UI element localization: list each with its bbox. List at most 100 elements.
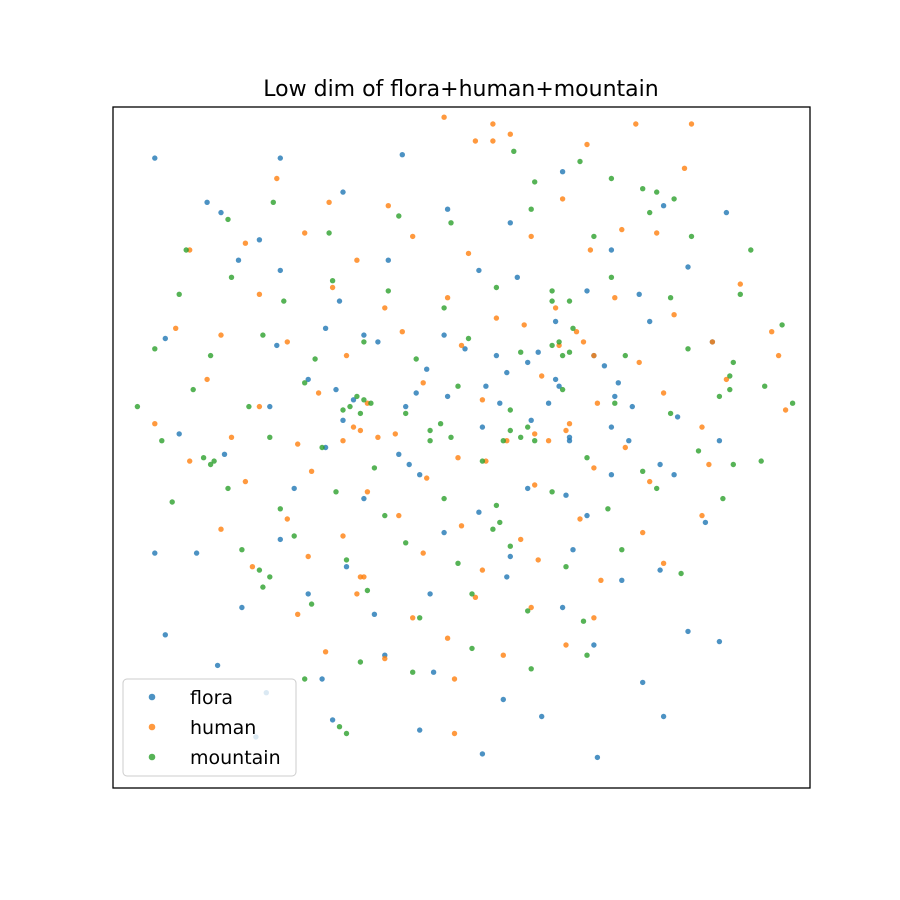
human-point: [580, 339, 587, 345]
mountain-point: [333, 489, 339, 495]
human-point: [204, 376, 210, 383]
flora-point: [176, 431, 182, 437]
mountain-point: [549, 489, 555, 495]
mountain-point: [584, 455, 590, 461]
human-point: [591, 465, 597, 471]
flora-point: [385, 257, 391, 263]
flora-point: [218, 209, 224, 216]
mountain-point: [748, 247, 754, 253]
flora-point: [629, 403, 635, 410]
human-point: [699, 512, 705, 519]
mountain-point: [183, 247, 189, 253]
mountain-point: [678, 570, 684, 577]
legend: flora human mountain: [122, 678, 297, 777]
mountain-point: [361, 397, 367, 403]
flora-point: [552, 318, 559, 325]
flora-point: [716, 638, 723, 645]
mountain-point: [720, 495, 726, 502]
mountain-point: [640, 468, 646, 474]
human-point: [528, 233, 534, 240]
flora-point: [500, 696, 506, 703]
mountain-point: [500, 438, 506, 444]
human-point: [382, 655, 388, 662]
mountain-point: [256, 567, 263, 573]
human-point: [399, 329, 405, 335]
mountain-point: [357, 659, 364, 665]
human-point: [539, 373, 545, 379]
mountain-point: [465, 335, 472, 342]
human-point: [305, 553, 311, 560]
mountain-point: [716, 393, 723, 400]
flora-point: [507, 553, 513, 560]
flora-point: [608, 424, 615, 430]
human-point: [396, 512, 402, 519]
mountain-point: [410, 669, 416, 675]
human-point: [340, 438, 346, 444]
mountain-point: [417, 615, 423, 621]
mountain-point: [354, 393, 360, 400]
mountain-point: [479, 458, 486, 464]
mountain-point: [277, 506, 283, 512]
mountain-point: [556, 339, 562, 345]
mountain-point: [671, 196, 677, 202]
human-point: [587, 247, 594, 253]
mountain-point: [260, 584, 266, 590]
flora-point: [556, 383, 562, 389]
flora-point: [535, 349, 541, 355]
legend-marker-flora: [148, 693, 156, 701]
mountain-point: [448, 434, 454, 440]
mountain-point: [385, 288, 391, 294]
human-point: [322, 649, 329, 655]
human-point: [552, 305, 559, 311]
human-point: [737, 281, 743, 287]
human-point: [228, 434, 235, 440]
flora-point: [636, 291, 642, 297]
human-point: [410, 233, 416, 240]
mountain-point: [591, 233, 597, 240]
flora-point: [424, 366, 430, 372]
mountain-point: [525, 608, 531, 614]
mountain-point: [267, 574, 273, 580]
flora-point: [267, 403, 273, 410]
mountain-point: [427, 438, 433, 444]
human-point: [295, 441, 301, 447]
human-point: [385, 203, 391, 209]
human-point: [654, 230, 660, 236]
mountain-point: [758, 458, 764, 464]
human-point: [274, 175, 280, 182]
human-point: [343, 352, 350, 359]
human-point: [329, 284, 336, 291]
mountain-point: [570, 325, 576, 331]
mountain-point: [176, 291, 182, 297]
flora-point: [671, 472, 677, 478]
flora-point: [350, 397, 357, 403]
mountain-point: [200, 455, 207, 461]
mountain-point: [528, 206, 534, 212]
flora-point: [277, 536, 283, 543]
mountain-point: [497, 519, 503, 526]
mountain-point: [559, 386, 566, 393]
flora-point: [361, 495, 367, 502]
mountain-point: [260, 332, 266, 338]
mountain-point: [441, 495, 447, 502]
flora-point: [584, 288, 590, 294]
human-point: [392, 431, 398, 437]
human-point: [340, 533, 346, 539]
mountain-point: [357, 410, 364, 417]
human-point: [472, 138, 479, 144]
flora-point: [507, 220, 513, 226]
flora-point: [584, 512, 590, 519]
mountain-point: [490, 526, 496, 532]
human-point: [594, 400, 601, 406]
flora-point: [563, 492, 569, 498]
human-point: [507, 131, 513, 137]
human-point: [458, 523, 465, 529]
flora-point: [214, 662, 221, 669]
human-point: [479, 397, 486, 403]
flora-point: [657, 461, 663, 468]
human-point: [256, 403, 263, 410]
flora-point: [504, 574, 510, 580]
human-point: [375, 434, 381, 440]
flora-point: [479, 424, 486, 430]
flora-point: [340, 189, 346, 195]
